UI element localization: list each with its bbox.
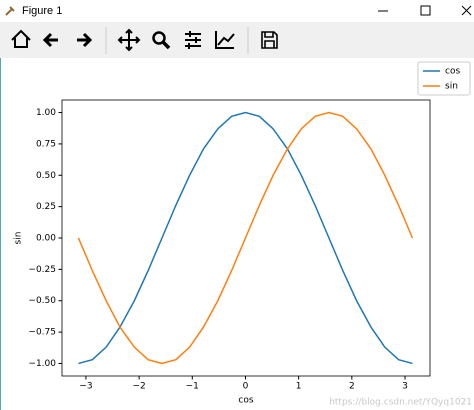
app-icon [5,6,15,16]
y-tick-label: 0.00 [36,234,56,244]
y-tick-label: −0.50 [28,296,56,306]
x-tick-label: −1 [186,382,199,392]
toolbar [0,22,474,58]
y-tick-label: 0.75 [36,139,56,149]
legend-label: cos [445,67,460,77]
window-title: Figure 1 [22,5,62,17]
title-bar [0,0,474,22]
back-button[interactable] [42,32,58,48]
configure-button[interactable] [185,31,201,49]
y-tick-label: 1.00 [36,108,56,118]
y-axis-label: sin [14,232,24,245]
x-tick-label: −3 [79,382,92,392]
y-tick-label: 0.50 [36,171,56,181]
axes-button[interactable] [215,31,235,49]
x-axis-label: cos [238,396,253,406]
legend-box [417,61,471,96]
x-tick-label: 0 [243,382,249,392]
y-tick-label: −0.25 [28,265,56,275]
forward-button[interactable] [77,32,93,48]
pan-button[interactable] [117,28,141,52]
zoom-button[interactable] [152,31,171,50]
y-tick-label: −1.00 [28,359,56,369]
close-button[interactable] [461,5,472,16]
y-tick-label: 0.25 [36,202,56,212]
x-tick-label: 2 [349,382,355,392]
line [77,111,414,365]
watermark: https://blog.csdn.net/YQyq1021 [329,398,472,408]
maximize-button[interactable] [420,5,431,16]
y-tick-label: −0.75 [28,328,56,338]
legend-label: sin [445,82,458,92]
x-tick-label: 1 [296,382,302,392]
save-button[interactable] [261,31,278,49]
x-tick-label: 3 [402,382,408,392]
home-button[interactable] [11,29,31,48]
line [78,111,413,365]
x-tick-label: −2 [132,382,145,392]
